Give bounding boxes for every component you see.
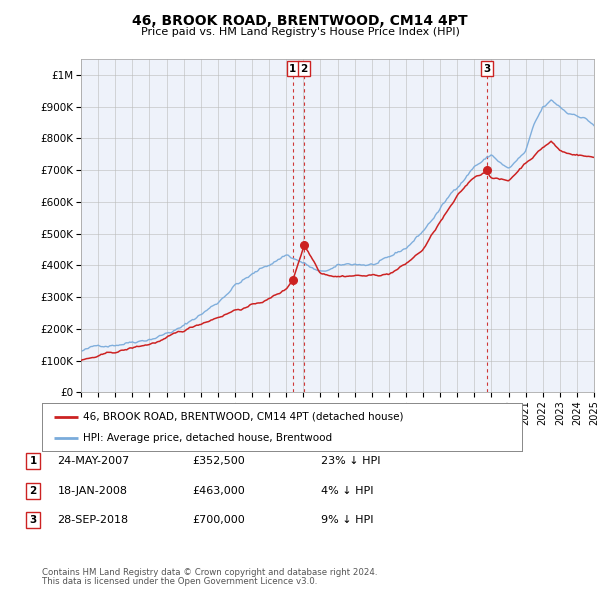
Text: 28-SEP-2018: 28-SEP-2018 — [58, 516, 128, 525]
Text: Price paid vs. HM Land Registry's House Price Index (HPI): Price paid vs. HM Land Registry's House … — [140, 27, 460, 37]
Text: 23% ↓ HPI: 23% ↓ HPI — [321, 457, 380, 466]
Text: 1: 1 — [289, 64, 296, 74]
Text: £463,000: £463,000 — [193, 486, 245, 496]
Text: 46, BROOK ROAD, BRENTWOOD, CM14 4PT (detached house): 46, BROOK ROAD, BRENTWOOD, CM14 4PT (det… — [83, 411, 403, 421]
Text: £700,000: £700,000 — [193, 516, 245, 525]
Text: 2: 2 — [29, 486, 37, 496]
Text: HPI: Average price, detached house, Brentwood: HPI: Average price, detached house, Bren… — [83, 433, 332, 443]
Text: This data is licensed under the Open Government Licence v3.0.: This data is licensed under the Open Gov… — [42, 578, 317, 586]
Text: 24-MAY-2007: 24-MAY-2007 — [57, 457, 129, 466]
Text: 18-JAN-2008: 18-JAN-2008 — [58, 486, 128, 496]
Text: 4% ↓ HPI: 4% ↓ HPI — [321, 486, 373, 496]
Text: 46, BROOK ROAD, BRENTWOOD, CM14 4PT: 46, BROOK ROAD, BRENTWOOD, CM14 4PT — [132, 14, 468, 28]
Text: 3: 3 — [29, 516, 37, 525]
Text: Contains HM Land Registry data © Crown copyright and database right 2024.: Contains HM Land Registry data © Crown c… — [42, 568, 377, 577]
Text: 3: 3 — [484, 64, 491, 74]
Text: 2: 2 — [301, 64, 308, 74]
Text: 9% ↓ HPI: 9% ↓ HPI — [321, 516, 373, 525]
Text: £352,500: £352,500 — [193, 457, 245, 466]
Text: 1: 1 — [29, 457, 37, 466]
